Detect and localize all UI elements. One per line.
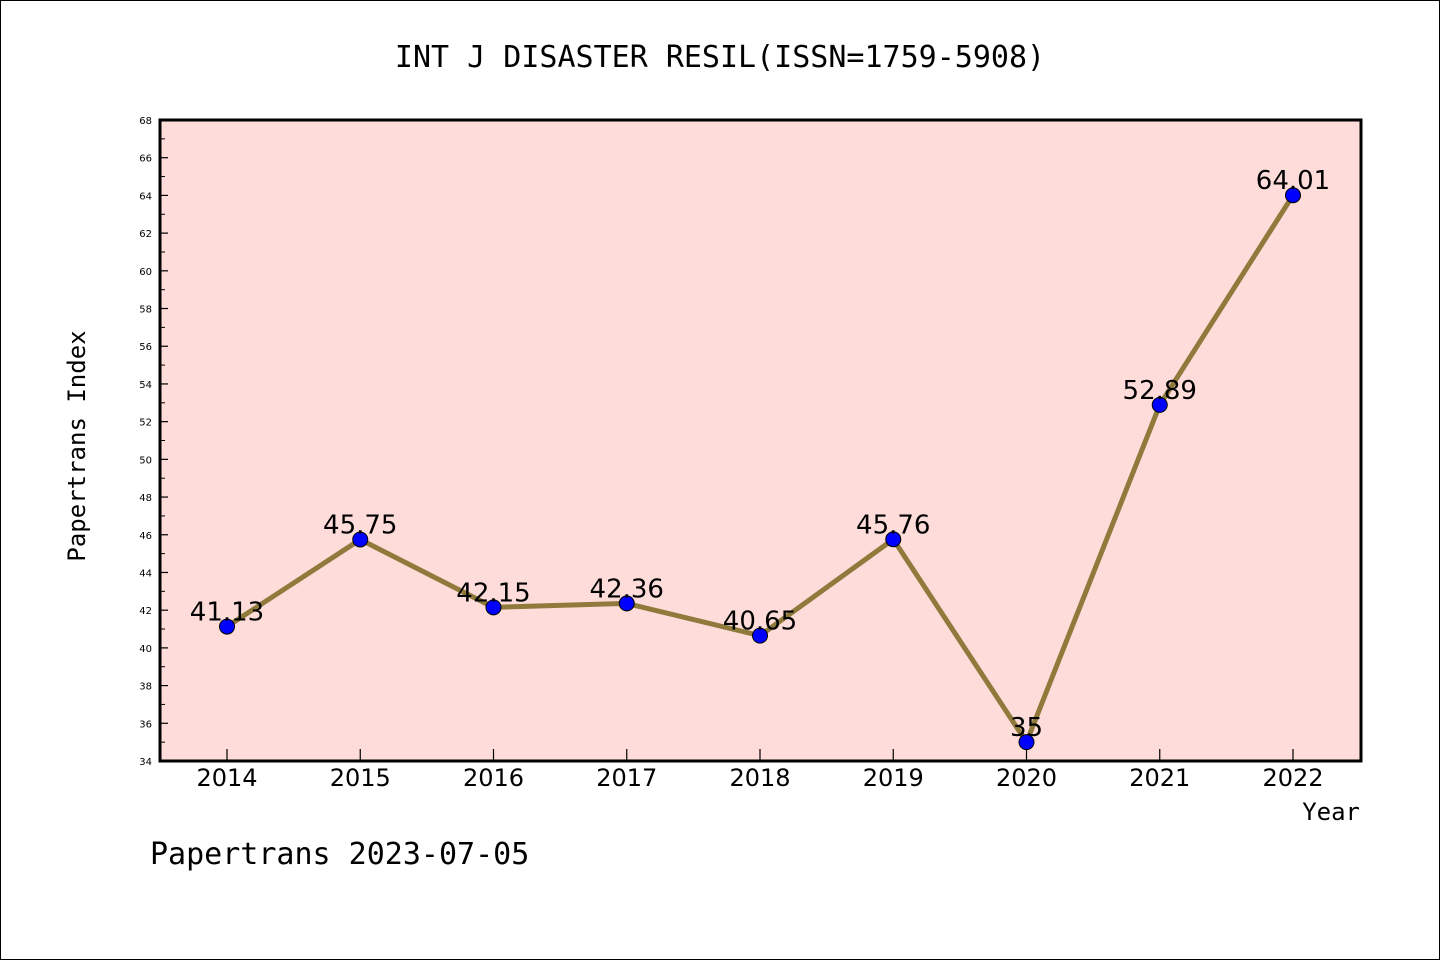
y-tick-label: 50	[139, 455, 152, 466]
y-tick-label: 60	[139, 267, 152, 278]
x-tick-label: 2014	[196, 764, 257, 792]
data-label-2021: 52.89	[1123, 376, 1197, 406]
data-label-2016: 42.15	[456, 578, 530, 608]
x-tick-label: 2016	[463, 764, 524, 792]
data-point-2015	[352, 531, 369, 548]
data-point-2018	[752, 627, 768, 644]
x-tick-label: 2019	[863, 764, 924, 792]
y-tick-label: 48	[139, 493, 152, 504]
y-tick-label: 42	[139, 606, 152, 617]
y-tick-label: 58	[139, 305, 152, 316]
y-tick-label: 56	[139, 342, 152, 353]
data-label-2018: 40.65	[723, 607, 797, 637]
y-tick-label: 64	[139, 191, 152, 202]
data-point-2017	[618, 595, 635, 612]
x-tick-label: 2022	[1262, 764, 1323, 792]
y-tick-label: 44	[139, 568, 152, 579]
y-tick-label: 36	[139, 719, 152, 730]
data-point-2016	[485, 599, 502, 616]
y-axis: 34 36 38 40 42 44 46 48 50 52 54 56 58 60 62 64 66 68	[139, 116, 168, 768]
data-point-2020	[1018, 734, 1035, 751]
data-label-2014: 41.13	[190, 598, 264, 628]
data-point-2021	[1151, 396, 1168, 413]
y-tick-label: 46	[139, 531, 152, 542]
x-tick-label: 2018	[729, 764, 790, 792]
y-tick-label: 34	[139, 757, 152, 768]
y-tick-label: 68	[139, 116, 152, 127]
x-tick-label: 2017	[596, 764, 657, 792]
data-label-2017: 42.36	[590, 574, 664, 604]
x-axis: 2014 2015 2016 2017 2018 2019 2020 2021 2022	[196, 749, 1324, 792]
y-tick-label: 38	[139, 682, 152, 693]
y-tick-label: 40	[139, 644, 152, 655]
y-tick-label: 54	[139, 380, 152, 391]
data-label-2020: 35	[1010, 713, 1043, 743]
x-tick-label: 2021	[1129, 764, 1190, 792]
y-tick-label: 52	[139, 418, 152, 429]
x-tick-label: 2020	[996, 764, 1057, 792]
data-point-2014	[219, 618, 235, 635]
x-tick-label: 2015	[330, 764, 391, 792]
y-tick-label: 66	[139, 154, 152, 165]
y-tick-label: 62	[139, 229, 152, 240]
chart-title: INT J DISASTER RESIL(ISSN=1759-5908)	[395, 40, 1045, 75]
data-point-2022	[1285, 187, 1301, 204]
data-points	[219, 187, 1301, 751]
data-labels: 41.13 45.75 42.15 42.36 40.65 45.76 35 52.89 64.…	[190, 166, 1330, 743]
data-label-2022: 64.01	[1256, 166, 1330, 196]
y-axis-label: Papertrans Index	[63, 330, 91, 561]
footer-text: Papertrans 2023-07-05	[150, 837, 529, 872]
data-label-2015: 45.75	[323, 510, 397, 540]
x-axis-label: Year	[1302, 798, 1360, 826]
data-point-2019	[885, 531, 902, 548]
plot-area	[158, 118, 1363, 763]
data-label-2019: 45.76	[856, 510, 930, 540]
